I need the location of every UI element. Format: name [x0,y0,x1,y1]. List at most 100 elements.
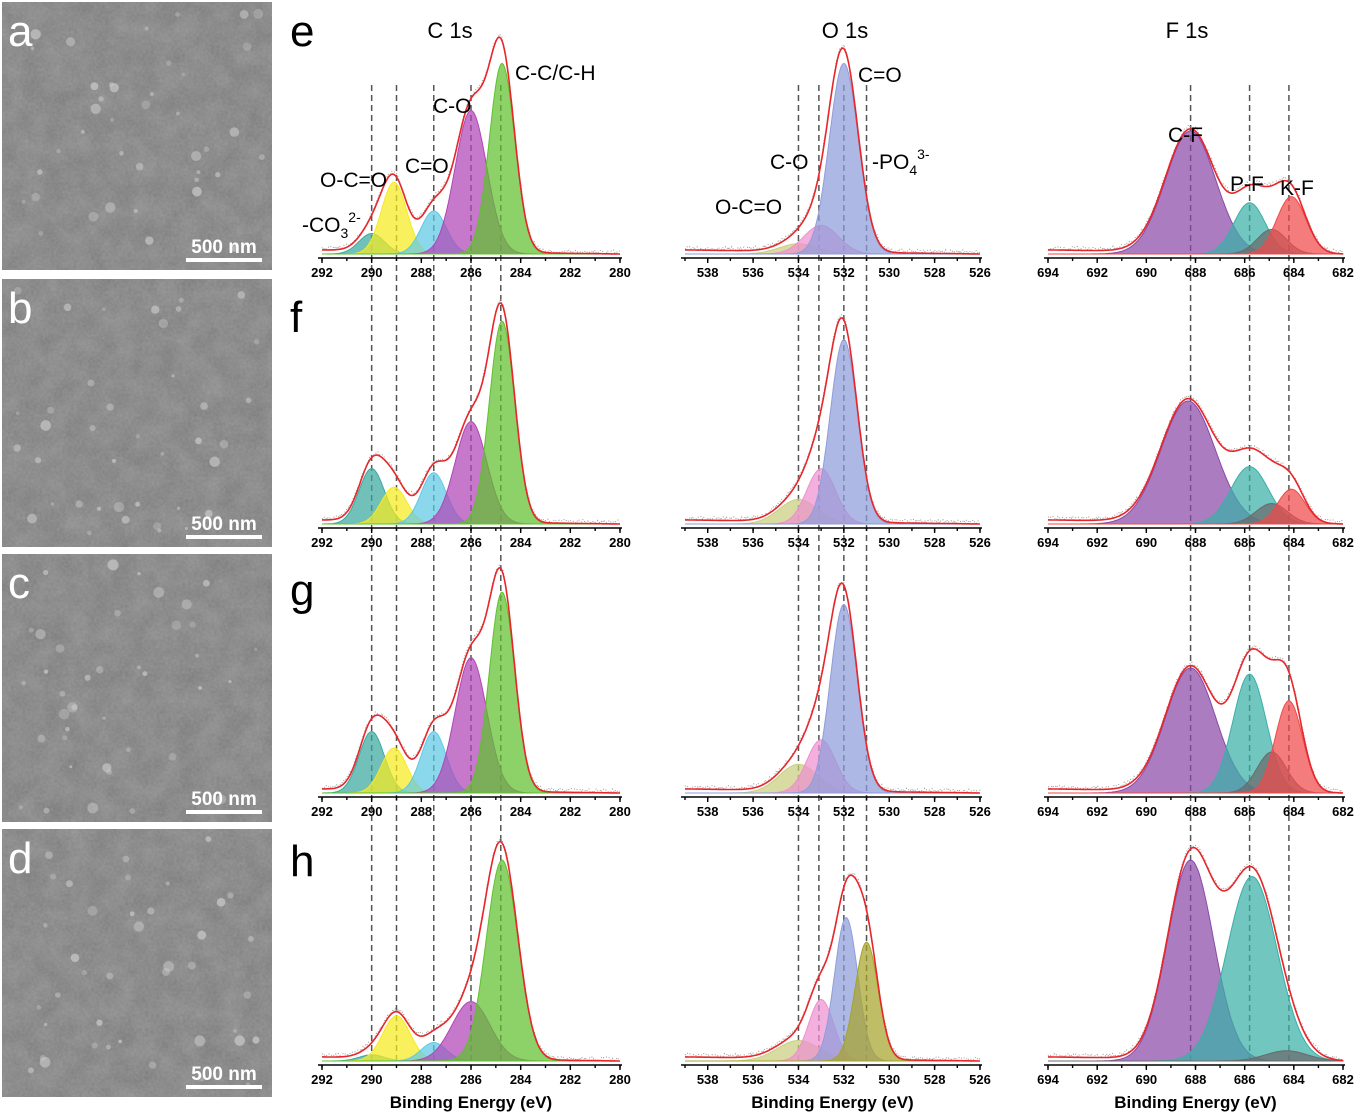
x-tick-label: 692 [1086,535,1108,550]
x-tick-label: 286 [460,535,482,550]
xps-panel-e-1: 538 536 534 532 530 528 526 [681,43,991,280]
x-tick-label: 534 [788,265,810,280]
xps-panel-e-2: 694 692 690 688 686 684 682 [1037,124,1354,280]
fit-component [1048,1050,1344,1062]
peak-label: -PO43- [872,146,930,178]
figure-labels: C 1s Binding Energy (eV) O 1s Binding Energ… [290,7,1314,1112]
x-tick-label: 682 [1332,1072,1354,1087]
scale-bar [186,810,262,814]
peak-label: C-C/C-H [515,62,595,85]
x-tick-label: 694 [1037,535,1059,550]
envelope-line [1048,846,1344,1062]
column-title: C 1s [427,18,472,43]
chart-o-1s: 538 536 534 532 530 528 526 538 536 534 532 530 528 5… [681,43,991,1087]
x-axis-label: Binding Energy (eV) [1114,1093,1276,1112]
x-tick-label: 684 [1283,804,1305,819]
x-tick-label: 690 [1135,1072,1157,1087]
raw-data-line [684,314,981,526]
x-tick-label: 292 [311,265,333,280]
fit-component [1048,700,1343,794]
x-tick-label: 526 [969,265,991,280]
x-tick-label: 282 [559,804,581,819]
x-tick-label: 532 [833,1072,855,1087]
x-tick-label: 688 [1185,1072,1207,1087]
x-tick-label: 694 [1037,1072,1059,1087]
xps-panel-f-0: 292 290 288 286 284 282 280 [311,297,631,550]
x-tick-label: 290 [361,804,383,819]
x-tick-label: 282 [559,265,581,280]
x-tick-label: 538 [697,535,719,550]
x-tick-label: 536 [742,1072,764,1087]
x-tick-label: 694 [1037,804,1059,819]
x-tick-label: 532 [833,265,855,280]
xps-panel-g-0: 292 290 288 286 284 282 280 [311,562,631,819]
peak-label: C-O [770,151,809,174]
x-tick-label: 284 [510,535,532,550]
x-tick-label: 528 [924,1072,946,1087]
x-tick-label: 532 [833,535,855,550]
x-tick-label: 690 [1135,265,1157,280]
x-tick-label: 528 [924,535,946,550]
xps-row-label: f [290,293,303,342]
envelope-line [1048,647,1344,794]
scale-bar-label: 500 nm [191,1064,256,1085]
x-tick-label: 282 [559,535,581,550]
x-tick-label: 282 [559,1072,581,1087]
peak-label: -CO32- [302,209,361,241]
sem-images: a 500 nm b 500 nm c 500 nm d 500 nm [2,2,272,1097]
scale-bar [186,258,262,262]
x-tick-label: 536 [742,804,764,819]
x-tick-label: 682 [1332,804,1354,819]
xps-row-label: h [290,837,314,886]
peak-label: C-O [433,95,472,118]
sem-panel-d: d 500 nm [2,829,272,1097]
x-tick-label: 682 [1332,535,1354,550]
x-tick-label: 692 [1086,804,1108,819]
x-tick-label: 538 [697,804,719,819]
xps-panel-f-2: 694 692 690 688 686 684 682 [1037,394,1354,550]
x-tick-label: 538 [697,1072,719,1087]
x-tick-label: 538 [697,265,719,280]
envelope-line [685,582,980,794]
x-tick-label: 536 [742,265,764,280]
scale-bar-label: 500 nm [191,789,256,810]
x-tick-label: 686 [1234,265,1256,280]
x-axis-label: Binding Energy (eV) [751,1093,913,1112]
xps-panel-h-0: 292 290 288 286 284 282 280 [311,837,631,1087]
sem-panel-label: d [8,834,32,883]
raw-data-line [1047,124,1344,254]
x-tick-label: 284 [510,265,532,280]
x-tick-label: 530 [878,804,900,819]
x-tick-label: 534 [788,804,810,819]
raw-data-line [321,562,621,794]
envelope-line [322,566,620,794]
fit-component [685,338,980,525]
x-tick-label: 280 [609,804,631,819]
x-tick-label: 688 [1185,535,1207,550]
xps-panel-h-1: 538 536 534 532 530 528 526 [681,872,991,1087]
x-tick-label: 290 [361,1072,383,1087]
x-tick-label: 690 [1135,535,1157,550]
peak-label: C-F [1168,124,1203,147]
scale-bar-label: 500 nm [191,237,256,258]
xps-panel-h-2: 694 692 690 688 686 684 682 [1037,844,1354,1087]
x-tick-label: 292 [311,804,333,819]
x-tick-label: 536 [742,535,764,550]
x-tick-label: 284 [510,1072,532,1087]
x-tick-label: 526 [969,1072,991,1087]
xps-panel-g-2: 694 692 690 688 686 684 682 [1037,644,1354,819]
x-tick-label: 688 [1185,804,1207,819]
peak-label: C=O [858,64,902,87]
envelope-line [322,840,620,1062]
x-tick-label: 530 [878,535,900,550]
x-tick-label: 694 [1037,265,1059,280]
sem-panel-c: c 500 nm [2,554,272,822]
column-title: O 1s [822,18,868,43]
envelope-line [322,302,620,525]
x-tick-label: 686 [1234,535,1256,550]
x-tick-label: 288 [410,535,432,550]
scale-bar [186,535,262,539]
